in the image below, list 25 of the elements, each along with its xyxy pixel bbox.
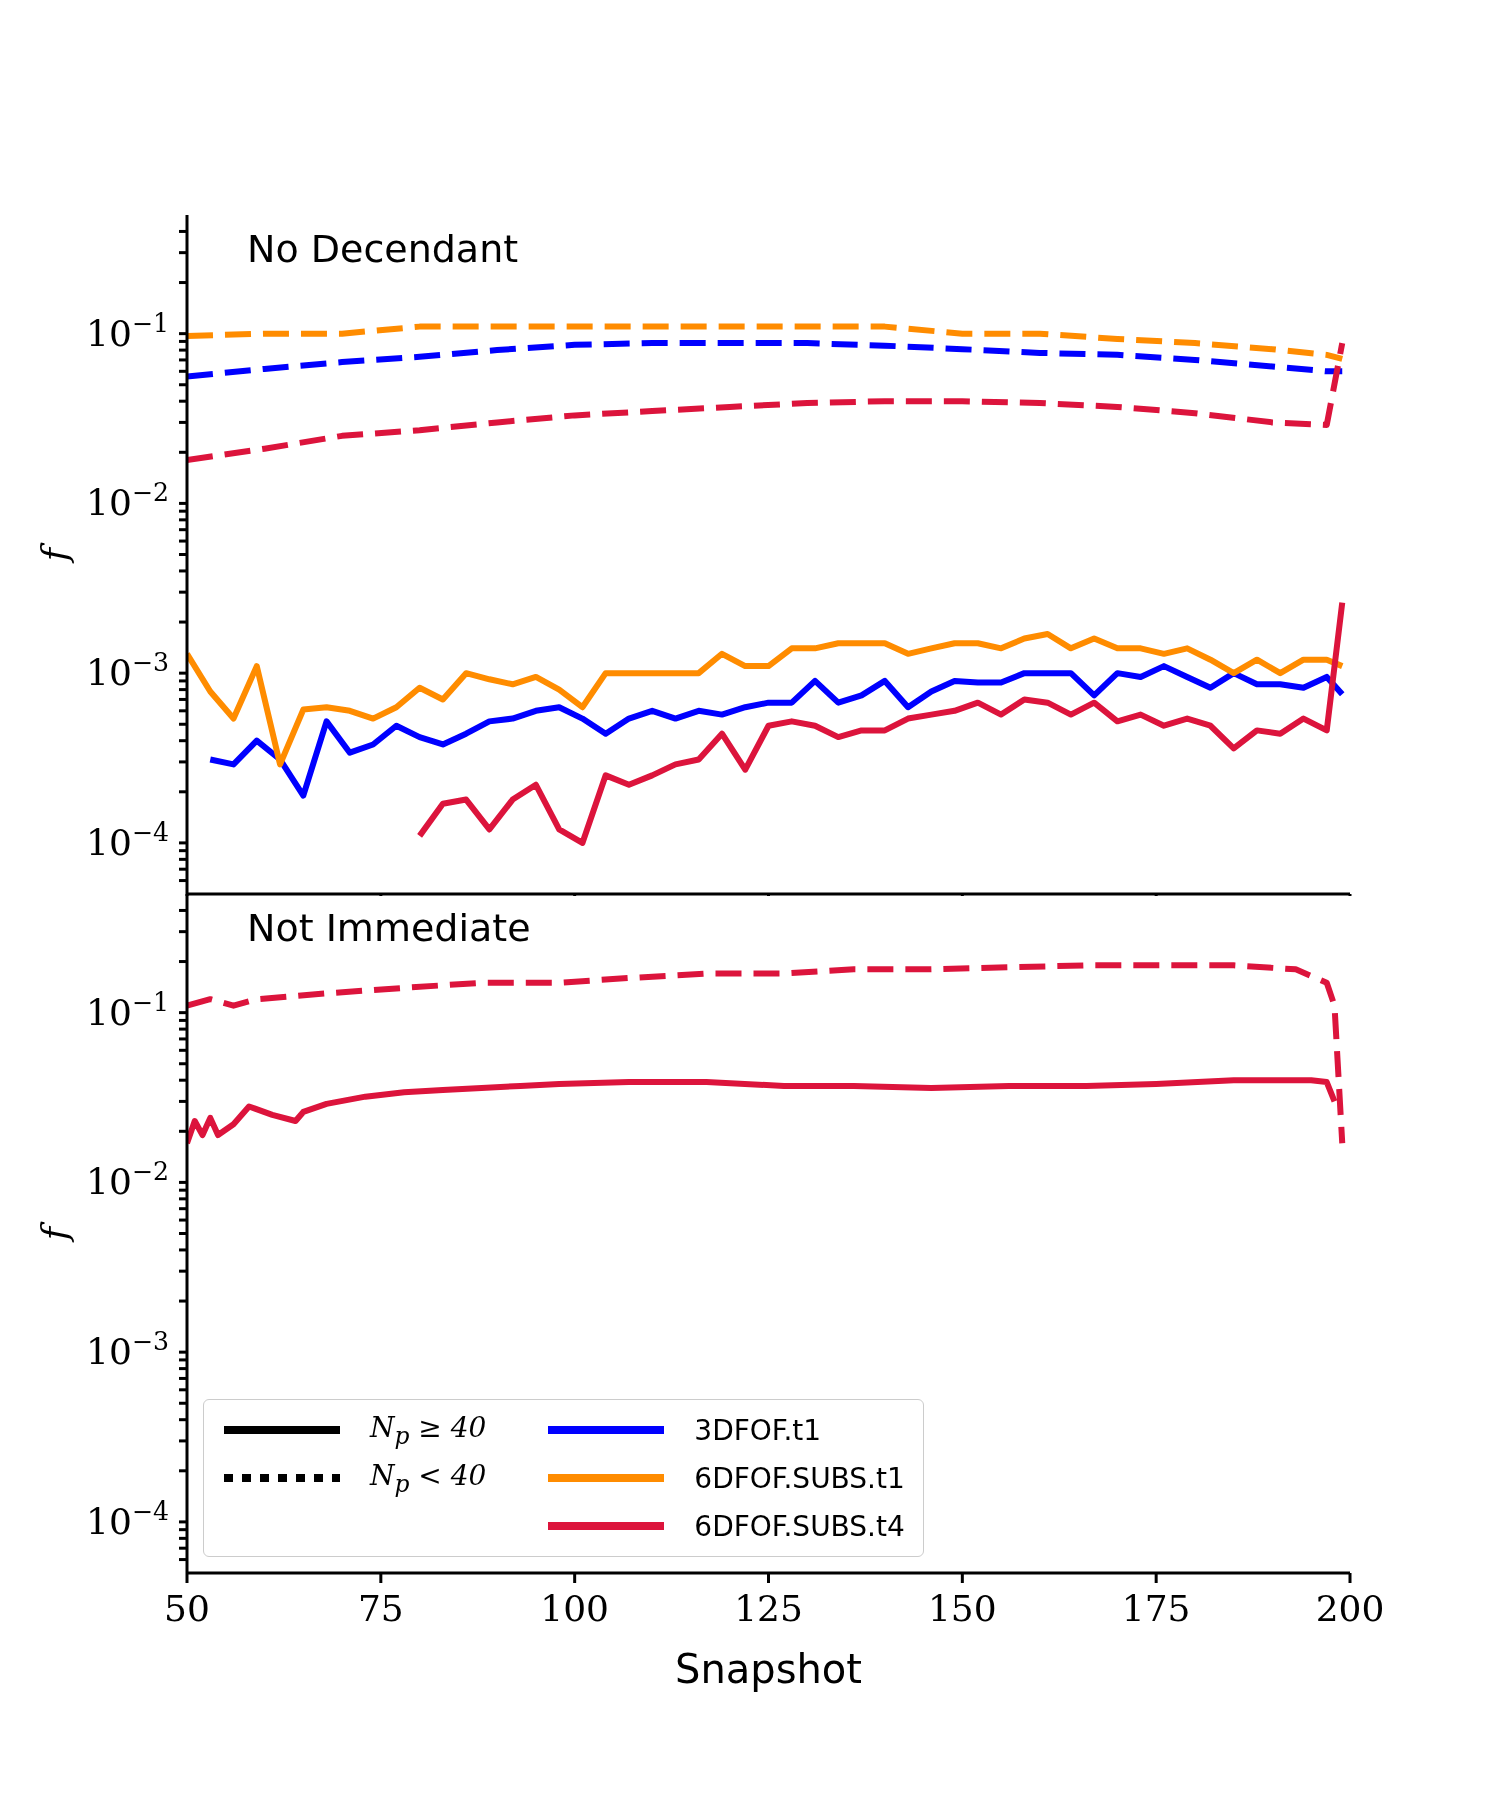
x-tick-label: 100 bbox=[540, 1588, 610, 1629]
x-tick-label: 200 bbox=[1315, 1588, 1385, 1629]
y-axis-title: f bbox=[34, 542, 75, 565]
x-tick-label: 50 bbox=[164, 1588, 210, 1629]
annotation: N$_{p}$ < 40 bbox=[370, 1458, 487, 1498]
y-tick-label: 10$^{−2}$ bbox=[86, 1156, 169, 1203]
y-tick-label: 10$^{−1}$ bbox=[86, 308, 169, 354]
y-axis-title: f bbox=[34, 1221, 75, 1244]
legend-label: 3DFOF.t1 bbox=[694, 1413, 822, 1447]
chart-title: No Decendant bbox=[247, 227, 519, 271]
x-tick-label: 75 bbox=[357, 1588, 404, 1629]
chart-title: Not Immediate bbox=[247, 906, 531, 950]
x-tick-label: 175 bbox=[1121, 1588, 1191, 1629]
x-tick-label: 150 bbox=[927, 1588, 997, 1629]
x-tick-label: 125 bbox=[734, 1588, 803, 1629]
y-tick-label: 10$^{−4}$ bbox=[86, 1496, 169, 1542]
x-axis-title: Snapshot bbox=[675, 1646, 862, 1692]
legend-label: 6DFOF.SUBS.t4 bbox=[694, 1509, 905, 1543]
y-tick-label: 10$^{−2}$ bbox=[86, 477, 169, 524]
y-tick-label: 10$^{−3}$ bbox=[86, 1326, 169, 1373]
y-tick-label: 10$^{−4}$ bbox=[86, 817, 169, 863]
annotation: N$_{p}$ ≥ 40 bbox=[370, 1410, 487, 1450]
legend-label: 6DFOF.SUBS.t1 bbox=[694, 1461, 905, 1495]
y-tick-label: 10$^{−3}$ bbox=[86, 647, 169, 694]
y-tick-label: 10$^{−1}$ bbox=[86, 987, 169, 1033]
